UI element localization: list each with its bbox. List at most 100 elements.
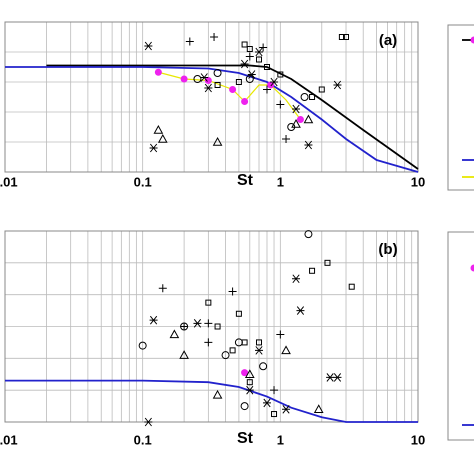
point bbox=[333, 80, 342, 90]
plot-frame bbox=[4, 230, 419, 423]
point bbox=[304, 140, 313, 150]
point bbox=[333, 373, 342, 382]
point bbox=[241, 369, 249, 377]
point bbox=[234, 338, 243, 347]
point bbox=[138, 341, 147, 350]
plot-frame bbox=[4, 21, 419, 173]
point bbox=[205, 299, 212, 306]
x-tick-label: 1 bbox=[277, 432, 284, 447]
point bbox=[270, 386, 279, 395]
point bbox=[204, 338, 213, 347]
point bbox=[282, 135, 291, 143]
point bbox=[303, 114, 314, 124]
point bbox=[214, 82, 221, 88]
point bbox=[228, 287, 237, 296]
point bbox=[235, 310, 242, 317]
point bbox=[281, 345, 291, 355]
point bbox=[245, 52, 254, 61]
point bbox=[193, 319, 202, 328]
point bbox=[318, 86, 325, 93]
point bbox=[259, 43, 268, 52]
point bbox=[262, 85, 271, 94]
point bbox=[296, 116, 304, 123]
point bbox=[256, 339, 263, 346]
point bbox=[180, 322, 189, 331]
point bbox=[326, 373, 335, 382]
point bbox=[210, 33, 219, 41]
point bbox=[292, 104, 301, 114]
point bbox=[212, 136, 223, 146]
point bbox=[221, 351, 230, 360]
point bbox=[229, 86, 237, 93]
point bbox=[277, 71, 284, 78]
point bbox=[204, 83, 213, 93]
point bbox=[324, 259, 331, 266]
point bbox=[255, 47, 264, 57]
legend bbox=[447, 231, 474, 441]
point bbox=[154, 68, 162, 76]
x-tick-label: 10 bbox=[411, 174, 425, 189]
point bbox=[246, 46, 253, 52]
point bbox=[309, 94, 316, 100]
point bbox=[267, 81, 275, 89]
x-axis-label: St bbox=[237, 172, 254, 189]
point bbox=[276, 100, 285, 109]
panel-label: (a) bbox=[379, 32, 397, 49]
point bbox=[292, 274, 301, 284]
point bbox=[149, 315, 158, 325]
x-tick-label: 0.1 bbox=[134, 174, 152, 189]
point bbox=[300, 93, 309, 101]
point bbox=[255, 346, 264, 355]
point bbox=[240, 402, 249, 411]
point bbox=[244, 369, 255, 378]
point bbox=[149, 143, 158, 153]
line bbox=[46, 64, 419, 170]
point bbox=[240, 59, 249, 69]
point bbox=[144, 41, 153, 51]
line bbox=[5, 66, 419, 173]
point bbox=[262, 398, 271, 408]
point bbox=[235, 79, 242, 85]
point bbox=[271, 411, 278, 418]
point bbox=[291, 118, 301, 128]
point bbox=[247, 70, 256, 79]
point bbox=[245, 75, 254, 83]
point bbox=[153, 124, 164, 134]
point bbox=[348, 283, 355, 290]
point bbox=[270, 77, 279, 87]
point bbox=[144, 417, 153, 427]
point bbox=[158, 284, 167, 293]
point bbox=[241, 41, 248, 48]
point bbox=[214, 323, 221, 330]
point bbox=[313, 404, 324, 413]
x-tick-label: 1 bbox=[277, 174, 284, 189]
point bbox=[259, 362, 268, 371]
x-tick-label: 0.01 bbox=[0, 174, 18, 189]
point bbox=[338, 34, 345, 40]
line bbox=[5, 379, 418, 423]
point bbox=[241, 98, 249, 105]
point bbox=[204, 319, 213, 328]
point bbox=[204, 77, 212, 84]
point bbox=[296, 306, 305, 315]
point bbox=[193, 75, 202, 83]
point bbox=[263, 64, 270, 70]
point bbox=[256, 56, 263, 63]
point bbox=[179, 350, 189, 359]
point bbox=[304, 230, 313, 239]
point bbox=[229, 347, 236, 354]
point bbox=[157, 133, 168, 143]
x-axis-label: St bbox=[237, 430, 254, 447]
point bbox=[180, 75, 188, 83]
point bbox=[169, 329, 180, 339]
point bbox=[276, 330, 285, 339]
x-tick-label: 0.1 bbox=[134, 432, 152, 447]
point bbox=[213, 69, 222, 77]
point bbox=[185, 37, 194, 46]
panel-label: (b) bbox=[378, 241, 397, 258]
point bbox=[282, 404, 291, 414]
point bbox=[343, 34, 350, 40]
